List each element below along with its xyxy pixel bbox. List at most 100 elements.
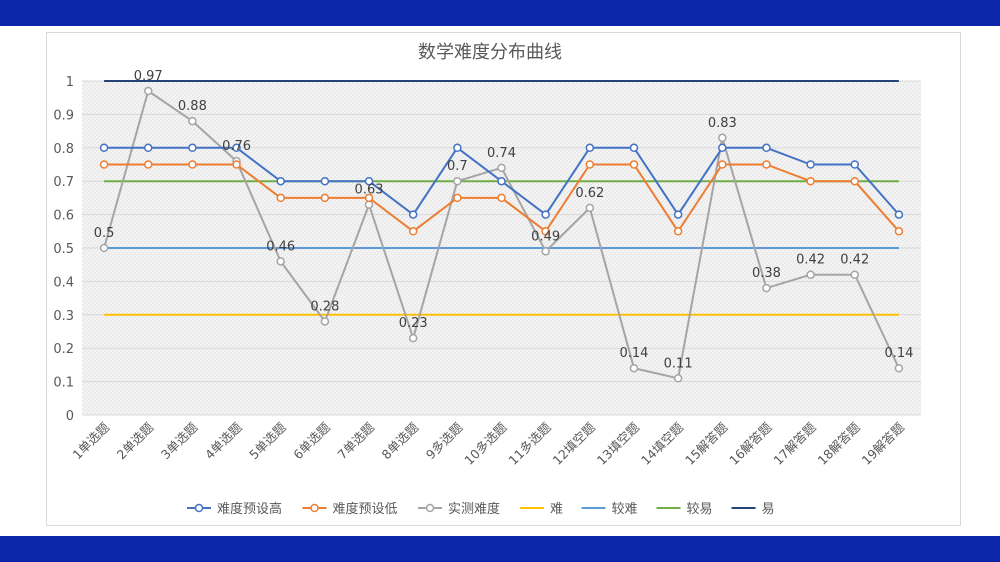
data-point: [188, 116, 197, 126]
data-point: [585, 143, 595, 153]
data-label: 0.5: [94, 226, 115, 241]
data-point: [232, 160, 241, 169]
x-tick-label: 5单选题: [246, 419, 289, 462]
data-point: [453, 193, 462, 203]
x-tick-label: 15解答题: [682, 419, 731, 468]
data-point: [497, 176, 506, 186]
data-point: [188, 160, 197, 169]
x-tick-label: 4单选题: [202, 419, 245, 462]
data-point: [143, 143, 153, 153]
data-label: 0.11: [664, 356, 693, 371]
y-tick-label: 0.5: [53, 242, 74, 257]
data-label: 0.42: [840, 253, 869, 268]
data-label: 0.62: [575, 186, 604, 201]
data-point: [453, 143, 462, 153]
data-point: [541, 227, 550, 236]
data-point: [143, 160, 153, 169]
y-tick-label: 0.7: [53, 175, 74, 190]
chart-title: 数学难度分布曲线: [418, 42, 562, 63]
data-point: [408, 333, 418, 343]
legend-label: 实测难度: [448, 501, 500, 517]
data-label: 0.7: [447, 159, 468, 174]
data-point: [232, 143, 241, 153]
data-label: 0.46: [266, 239, 295, 254]
y-tick-label: 0.8: [53, 142, 74, 157]
data-point: [408, 210, 418, 219]
data-point: [762, 160, 771, 169]
data-point: [629, 143, 639, 153]
data-label: 0.76: [222, 139, 251, 154]
data-point: [320, 317, 330, 326]
data-point: [364, 176, 374, 186]
data-label: 0.28: [310, 299, 339, 314]
data-point: [408, 227, 418, 236]
x-tick-label: 17解答题: [770, 419, 819, 468]
legend-marker: [310, 503, 319, 513]
legend-label: 难度预设高: [217, 501, 282, 517]
legend-label: 较易: [687, 502, 713, 517]
data-point: [850, 160, 860, 169]
legend-label: 难度预设低: [333, 501, 398, 517]
y-tick-label: 0.3: [53, 309, 74, 324]
legend-marker: [194, 503, 204, 513]
data-label: 0.38: [752, 266, 781, 281]
legend-marker: [425, 503, 435, 513]
x-tick-label: 7单选题: [334, 419, 377, 462]
data-point: [541, 210, 550, 219]
data-point: [718, 143, 727, 153]
data-point: [276, 257, 285, 266]
data-point: [806, 270, 815, 279]
x-tick-label: 14填空题: [638, 419, 687, 468]
data-point: [497, 193, 506, 203]
x-tick-label: 6单选题: [290, 419, 333, 462]
data-point: [585, 160, 595, 169]
data-label: 0.14: [619, 346, 648, 361]
data-point: [673, 374, 683, 383]
data-point: [453, 176, 462, 186]
data-label: 0.88: [178, 99, 207, 114]
data-point: [718, 160, 727, 169]
data-point: [276, 193, 285, 203]
x-tick-label: 2单选题: [114, 419, 157, 462]
y-tick-label: 1: [66, 75, 74, 90]
data-point: [762, 283, 771, 293]
data-point: [541, 247, 550, 256]
data-point: [673, 227, 683, 236]
data-label: 0.97: [134, 69, 163, 84]
x-tick-label: 3单选题: [158, 419, 201, 462]
data-point: [718, 133, 727, 143]
legend-label: 易: [762, 502, 775, 517]
data-label: 0.23: [399, 316, 428, 331]
data-point: [99, 160, 109, 169]
data-label: 0.74: [487, 146, 516, 161]
data-point: [629, 363, 639, 373]
y-tick-label: 0: [66, 409, 74, 424]
data-point: [188, 143, 197, 153]
data-point: [894, 363, 904, 373]
x-tick-label: 9多选题: [423, 419, 466, 462]
data-point: [99, 143, 109, 153]
x-tick-label: 18解答题: [815, 419, 864, 468]
x-tick-label: 13填空题: [594, 419, 643, 468]
data-point: [364, 193, 374, 203]
legend-label: 难: [550, 502, 563, 517]
data-point: [585, 203, 595, 213]
x-tick-label: 16解答题: [726, 419, 775, 468]
data-point: [806, 160, 815, 169]
x-tick-label: 1单选题: [69, 419, 112, 462]
y-tick-label: 0.2: [53, 342, 74, 357]
data-point: [673, 210, 683, 219]
data-point: [894, 210, 904, 219]
x-tick-label: 19解答题: [859, 419, 908, 468]
data-label: 0.42: [796, 253, 825, 268]
data-point: [762, 143, 771, 153]
data-point: [276, 176, 285, 186]
data-label: 0.49: [531, 229, 560, 244]
data-point: [850, 176, 860, 186]
data-label: 0.63: [355, 183, 384, 198]
data-point: [99, 243, 109, 253]
y-tick-label: 0.6: [53, 209, 74, 224]
top-band: [0, 0, 1000, 26]
data-label: 0.14: [884, 346, 913, 361]
data-point: [497, 163, 506, 173]
